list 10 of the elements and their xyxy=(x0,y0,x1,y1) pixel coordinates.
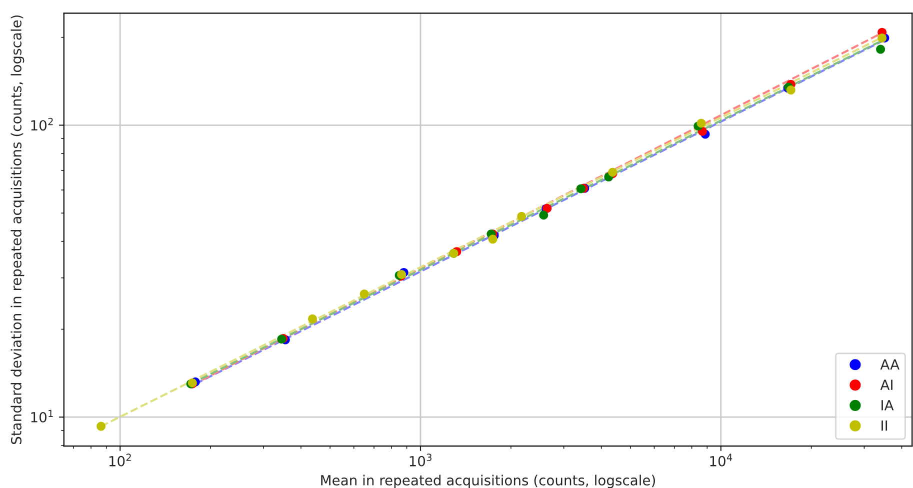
y-axis-title: Standard deviation in repeated acquisitions (counts, logscale) xyxy=(10,15,24,444)
x-tick-label: 10$^{3}$ xyxy=(410,454,432,466)
x-tick-label: 10$^{4}$ xyxy=(710,454,732,466)
legend-label: II xyxy=(882,420,888,431)
x-axis-title: Mean in repeated acquisitions (counts, logscale) xyxy=(321,474,655,488)
legend-label: AI xyxy=(880,380,892,390)
legend-label: AA xyxy=(880,359,900,370)
legend-label: IA xyxy=(882,400,894,410)
x-tick-label: 10$^{2}$ xyxy=(109,454,131,466)
y-tick-label: 10$^{1}$ xyxy=(31,410,53,422)
